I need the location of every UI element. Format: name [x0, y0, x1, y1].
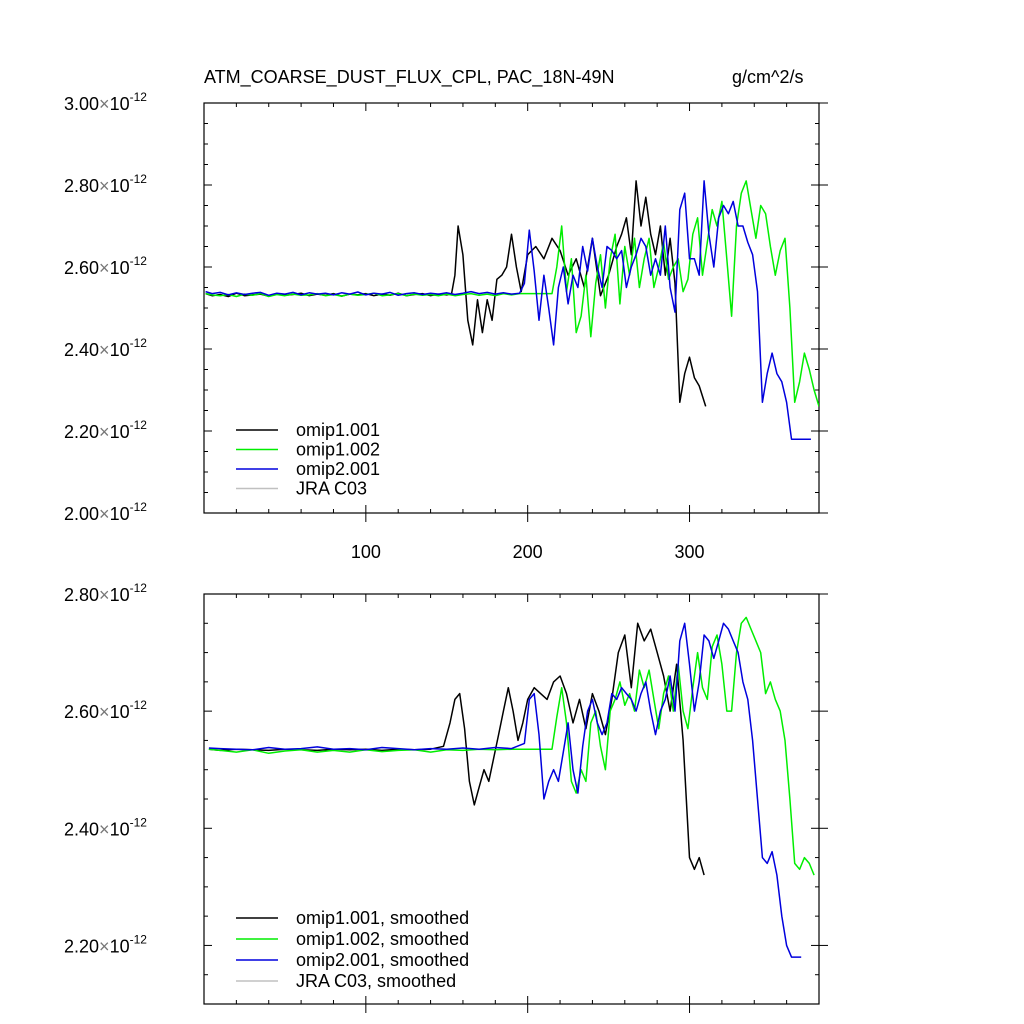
- legend-label: omip1.001, smoothed: [296, 908, 469, 928]
- legend-label: omip1.002, smoothed: [296, 929, 469, 949]
- series-line: [208, 622, 802, 958]
- y-tick-label: 2.60×10-12: [64, 254, 147, 278]
- y-tick-label: 3.00×10-12: [64, 90, 147, 114]
- smoothed-panel: 2.20×10-12 2.40×10-12 2.60×10-12 2.80×10-12…: [64, 581, 828, 1013]
- legend-label: omip1.002: [296, 440, 380, 460]
- y-tick-label: 2.40×10-12: [64, 336, 147, 360]
- y-tick-label: 2.00×10-12: [64, 500, 147, 524]
- legend-label: omip2.001, smoothed: [296, 950, 469, 970]
- series-line: [205, 180, 819, 407]
- legend-label: omip1.001: [296, 420, 380, 440]
- series-line: [205, 180, 811, 440]
- series-line: [208, 616, 815, 876]
- y-tick-label: 2.60×10-12: [64, 698, 147, 722]
- x-tick-label: 100: [351, 542, 381, 562]
- legend-label: JRA C03, smoothed: [296, 971, 456, 991]
- chart-title: ATM_COARSE_DUST_FLUX_CPL, PAC_18N-49N: [204, 67, 614, 88]
- y-tick-label: 2.80×10-12: [64, 581, 147, 605]
- x-tick-label: 300: [675, 542, 705, 562]
- x-tick-label: 200: [513, 542, 543, 562]
- legend-label: omip2.001: [296, 459, 380, 479]
- y-tick-label: 2.20×10-12: [64, 418, 147, 442]
- y-tick-label: 2.40×10-12: [64, 815, 147, 839]
- legend-label: JRA C03: [296, 479, 367, 499]
- raw-panel: 100 200 300 2.00×10-12 2.20×10-12 2.40×10-12 2…: [64, 90, 828, 562]
- y-tick-label: 2.80×10-12: [64, 172, 147, 196]
- chart-units: g/cm^2/s: [732, 67, 803, 87]
- y-tick-label: 2.20×10-12: [64, 932, 147, 956]
